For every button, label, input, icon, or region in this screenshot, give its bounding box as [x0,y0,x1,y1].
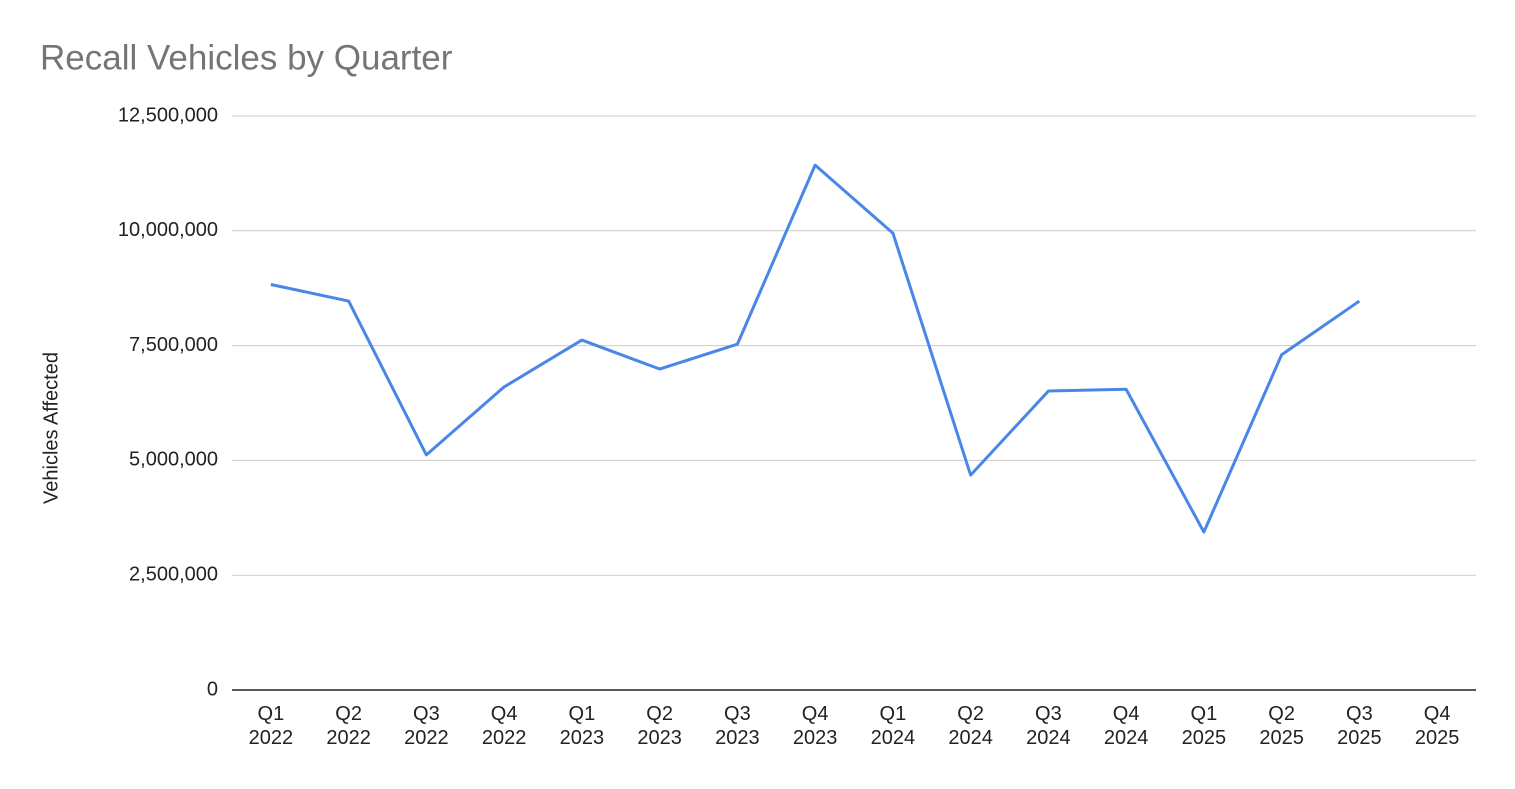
x-tick-label: Q4 2022 [481,703,527,749]
x-tick-label: Q4 2025 [1414,703,1460,749]
x-tick-label: Q3 2023 [715,703,760,749]
y-axis-label: Vehicles Affected [40,352,62,504]
y-tick-label: 7,500,000 [129,334,218,356]
x-tick-label: Q2 2023 [637,703,682,749]
x-tick-label: Q4 2024 [1103,703,1149,749]
x-tick-label: Q1 2024 [870,703,916,749]
x-tick-label: Q3 2024 [1026,703,1071,749]
x-tick-label: Q2 2022 [326,703,371,749]
x-tick-label: Q4 2023 [792,703,838,749]
chart-title: Recall Vehicles by Quarter [40,38,453,77]
y-tick-label: 2,500,000 [129,563,218,585]
y-tick-label: 0 [207,678,218,700]
x-tick-label: Q2 2025 [1259,703,1304,749]
x-tick-label: Q3 2025 [1337,703,1382,749]
y-tick-label: 5,000,000 [129,449,218,471]
y-tick-label: 12,500,000 [118,104,218,126]
x-tick-label: Q1 2025 [1181,703,1227,749]
x-tick-label: Q1 2023 [559,703,605,749]
x-tick-label: Q3 2022 [404,703,449,749]
x-tick-label: Q1 2022 [248,703,294,749]
x-tick-label: Q2 2024 [948,703,993,749]
line-series [270,163,1361,534]
y-tick-label: 10,000,000 [118,219,218,241]
